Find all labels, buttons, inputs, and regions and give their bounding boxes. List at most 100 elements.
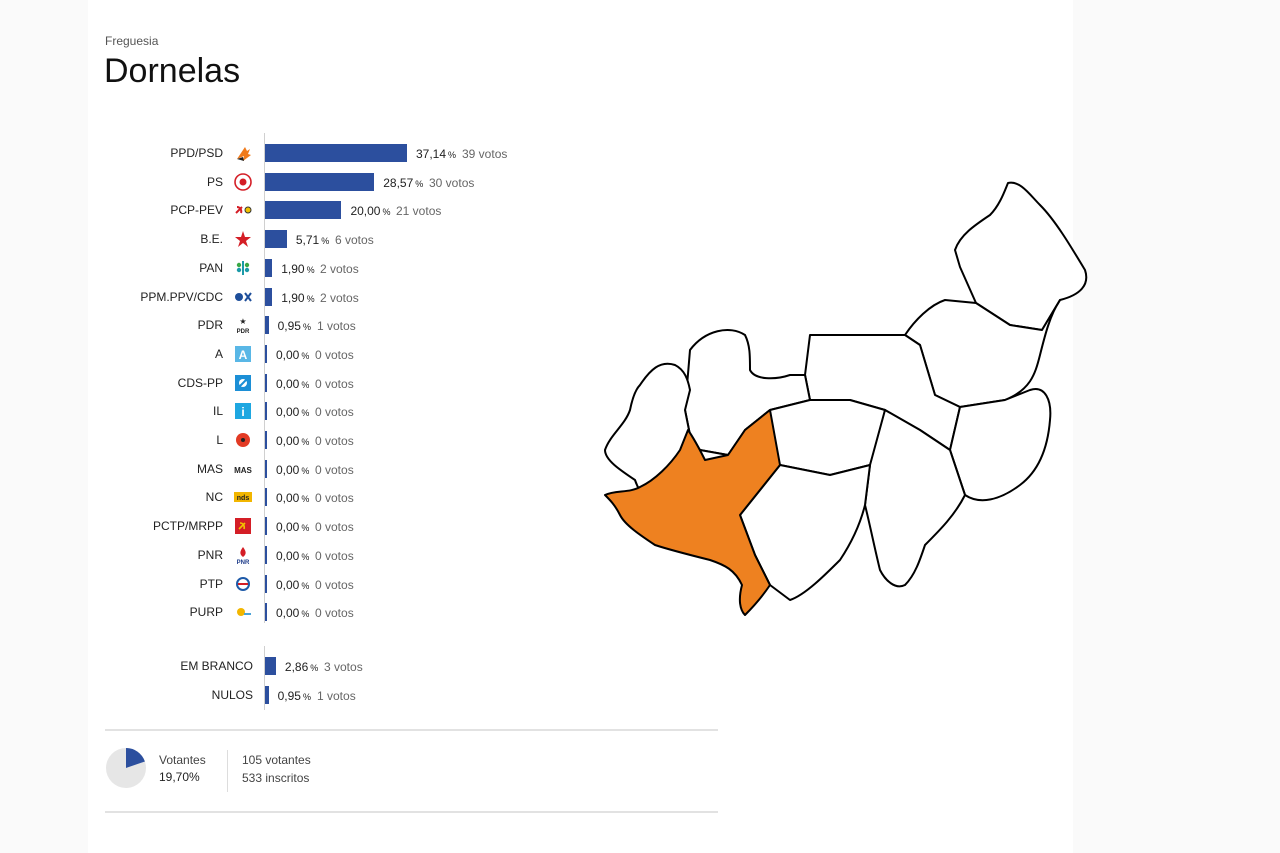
- turnout-pie: [106, 748, 146, 788]
- page-title: Dornelas: [104, 52, 241, 90]
- percent-label: 0,00%: [276, 463, 310, 477]
- votes-label: 0 votos: [315, 491, 354, 505]
- votes-label: 1 votos: [317, 689, 356, 703]
- bar: [265, 546, 267, 564]
- pctp-mrpp-logo-icon: [235, 518, 251, 534]
- result-row[interactable]: PAN 1,90% 2 votos: [0, 258, 560, 278]
- votes-label: 2 votos: [320, 262, 359, 276]
- votes-label: 21 votos: [396, 204, 442, 218]
- registered-count: 533 inscritos: [242, 771, 310, 785]
- result-row[interactable]: PPD/PSD 37,14% 39 votos: [0, 143, 560, 163]
- divider: [105, 729, 718, 731]
- party-label: PCP-PEV: [170, 203, 223, 217]
- bar: [265, 575, 267, 593]
- ptp-logo-icon: [236, 577, 250, 591]
- party-label: PDR: [197, 318, 223, 332]
- party-label: PPM.PPV/CDC: [140, 290, 223, 304]
- result-row[interactable]: PCP-PEV 20,00% 21 votos: [0, 200, 560, 220]
- bar: [265, 657, 276, 675]
- votes-label: 0 votos: [315, 463, 354, 477]
- map-region-southeast[interactable]: [864, 409, 966, 588]
- ppm-ppv-cdc-logo-icon: [235, 292, 252, 302]
- votes-label: 0 votos: [315, 434, 354, 448]
- percent-label: 0,95%: [277, 319, 311, 333]
- result-row[interactable]: NULOS 0,95% 1 votos: [0, 685, 560, 705]
- percent-label: 0,00%: [276, 377, 310, 391]
- bar: [265, 517, 267, 535]
- votes-label: 0 votos: [315, 578, 354, 592]
- chart-axis-extra: [264, 646, 265, 710]
- result-row[interactable]: B.E. 5,71% 6 votos: [0, 229, 560, 249]
- result-row[interactable]: EM BRANCO 2,86% 3 votos: [0, 656, 560, 676]
- result-row[interactable]: PPM.PPV/CDC 1,90% 2 votos: [0, 287, 560, 307]
- percent-label: 0,00%: [276, 405, 310, 419]
- percent-label: 0,00%: [276, 491, 310, 505]
- il-logo-icon: i: [235, 403, 251, 419]
- svg-text:i: i: [241, 405, 244, 419]
- result-row[interactable]: PTP 0,00% 0 votos: [0, 574, 560, 594]
- party-label: PCTP/MRPP: [152, 519, 223, 533]
- party-label: PURP: [189, 605, 223, 619]
- votes-label: 39 votos: [462, 147, 508, 161]
- votes-label: 0 votos: [315, 405, 354, 419]
- svg-text:nds: nds: [237, 495, 250, 502]
- percent-label: 0,95%: [277, 689, 311, 703]
- result-row[interactable]: L 0,00% 0 votos: [0, 430, 560, 450]
- bar: [265, 460, 267, 478]
- turnout-label: Votantes: [159, 753, 206, 767]
- votes-label: 0 votos: [315, 520, 354, 534]
- bar: [265, 603, 267, 621]
- percent-label: 5,71%: [295, 233, 330, 247]
- map-region-south-central[interactable]: [739, 464, 871, 601]
- map-region-dornelas[interactable]: [604, 409, 781, 616]
- party-label: PS: [206, 175, 223, 189]
- party-label: NULOS: [211, 688, 253, 702]
- result-row[interactable]: PCTP/MRPP 0,00% 0 votos: [0, 516, 560, 536]
- map-region-northeast[interactable]: [954, 181, 1088, 331]
- result-row[interactable]: CDS-PP 0,00% 0 votos: [0, 373, 560, 393]
- bar: [265, 259, 273, 277]
- l-logo-icon: [236, 433, 250, 447]
- bar: [265, 144, 407, 162]
- svg-text:MAS: MAS: [234, 466, 252, 475]
- bar: [265, 173, 375, 191]
- result-row[interactable]: NC nds 0,00% 0 votos: [0, 487, 560, 507]
- pcp-pev-logo-icon: [235, 206, 252, 214]
- map-region-east[interactable]: [949, 388, 1052, 502]
- bar: [265, 686, 269, 704]
- result-row[interactable]: PURP 0,00% 0 votos: [0, 602, 560, 622]
- parish-map[interactable]: [580, 175, 1100, 625]
- party-label: PNR: [197, 548, 223, 562]
- bar: [265, 201, 342, 219]
- divider-bottom: [105, 811, 718, 813]
- page-kicker: Freguesia: [105, 34, 159, 48]
- result-row[interactable]: A A 0,00% 0 votos: [0, 344, 560, 364]
- result-row[interactable]: IL i 0,00% 0 votos: [0, 401, 560, 421]
- percent-label: 1,90%: [281, 262, 315, 276]
- turnout-value: 19,70%: [159, 770, 200, 784]
- percent-label: 2,86%: [284, 660, 319, 674]
- percent-label: 0,00%: [276, 348, 310, 362]
- percent-label: 37,14%: [416, 147, 457, 161]
- bar: [265, 230, 287, 248]
- percent-label: 1,90%: [281, 291, 315, 305]
- result-row[interactable]: PNR PNR 0,00% 0 votos: [0, 545, 560, 565]
- result-row[interactable]: PDR ★ PDR 0,95% 1 votos: [0, 315, 560, 335]
- party-label: PPD/PSD: [170, 146, 223, 160]
- pan-logo-icon: [236, 261, 250, 275]
- map-region-east-upper[interactable]: [904, 299, 1061, 408]
- party-label: IL: [212, 404, 223, 418]
- result-row[interactable]: PS 28,57% 30 votos: [0, 172, 560, 192]
- pnr-logo-icon: PNR: [237, 547, 250, 565]
- party-label: L: [216, 433, 223, 447]
- percent-label: 0,00%: [276, 549, 310, 563]
- svg-text:PNR: PNR: [237, 560, 250, 565]
- party-label: EM BRANCO: [180, 659, 253, 673]
- bar: [265, 402, 267, 420]
- ps-logo-icon: [234, 173, 252, 191]
- votes-label: 0 votos: [315, 377, 354, 391]
- percent-label: 20,00%: [350, 204, 391, 218]
- result-row[interactable]: MAS MAS 0,00% 0 votos: [0, 459, 560, 479]
- a-logo-icon: A: [235, 346, 251, 362]
- party-label: B.E.: [200, 232, 223, 246]
